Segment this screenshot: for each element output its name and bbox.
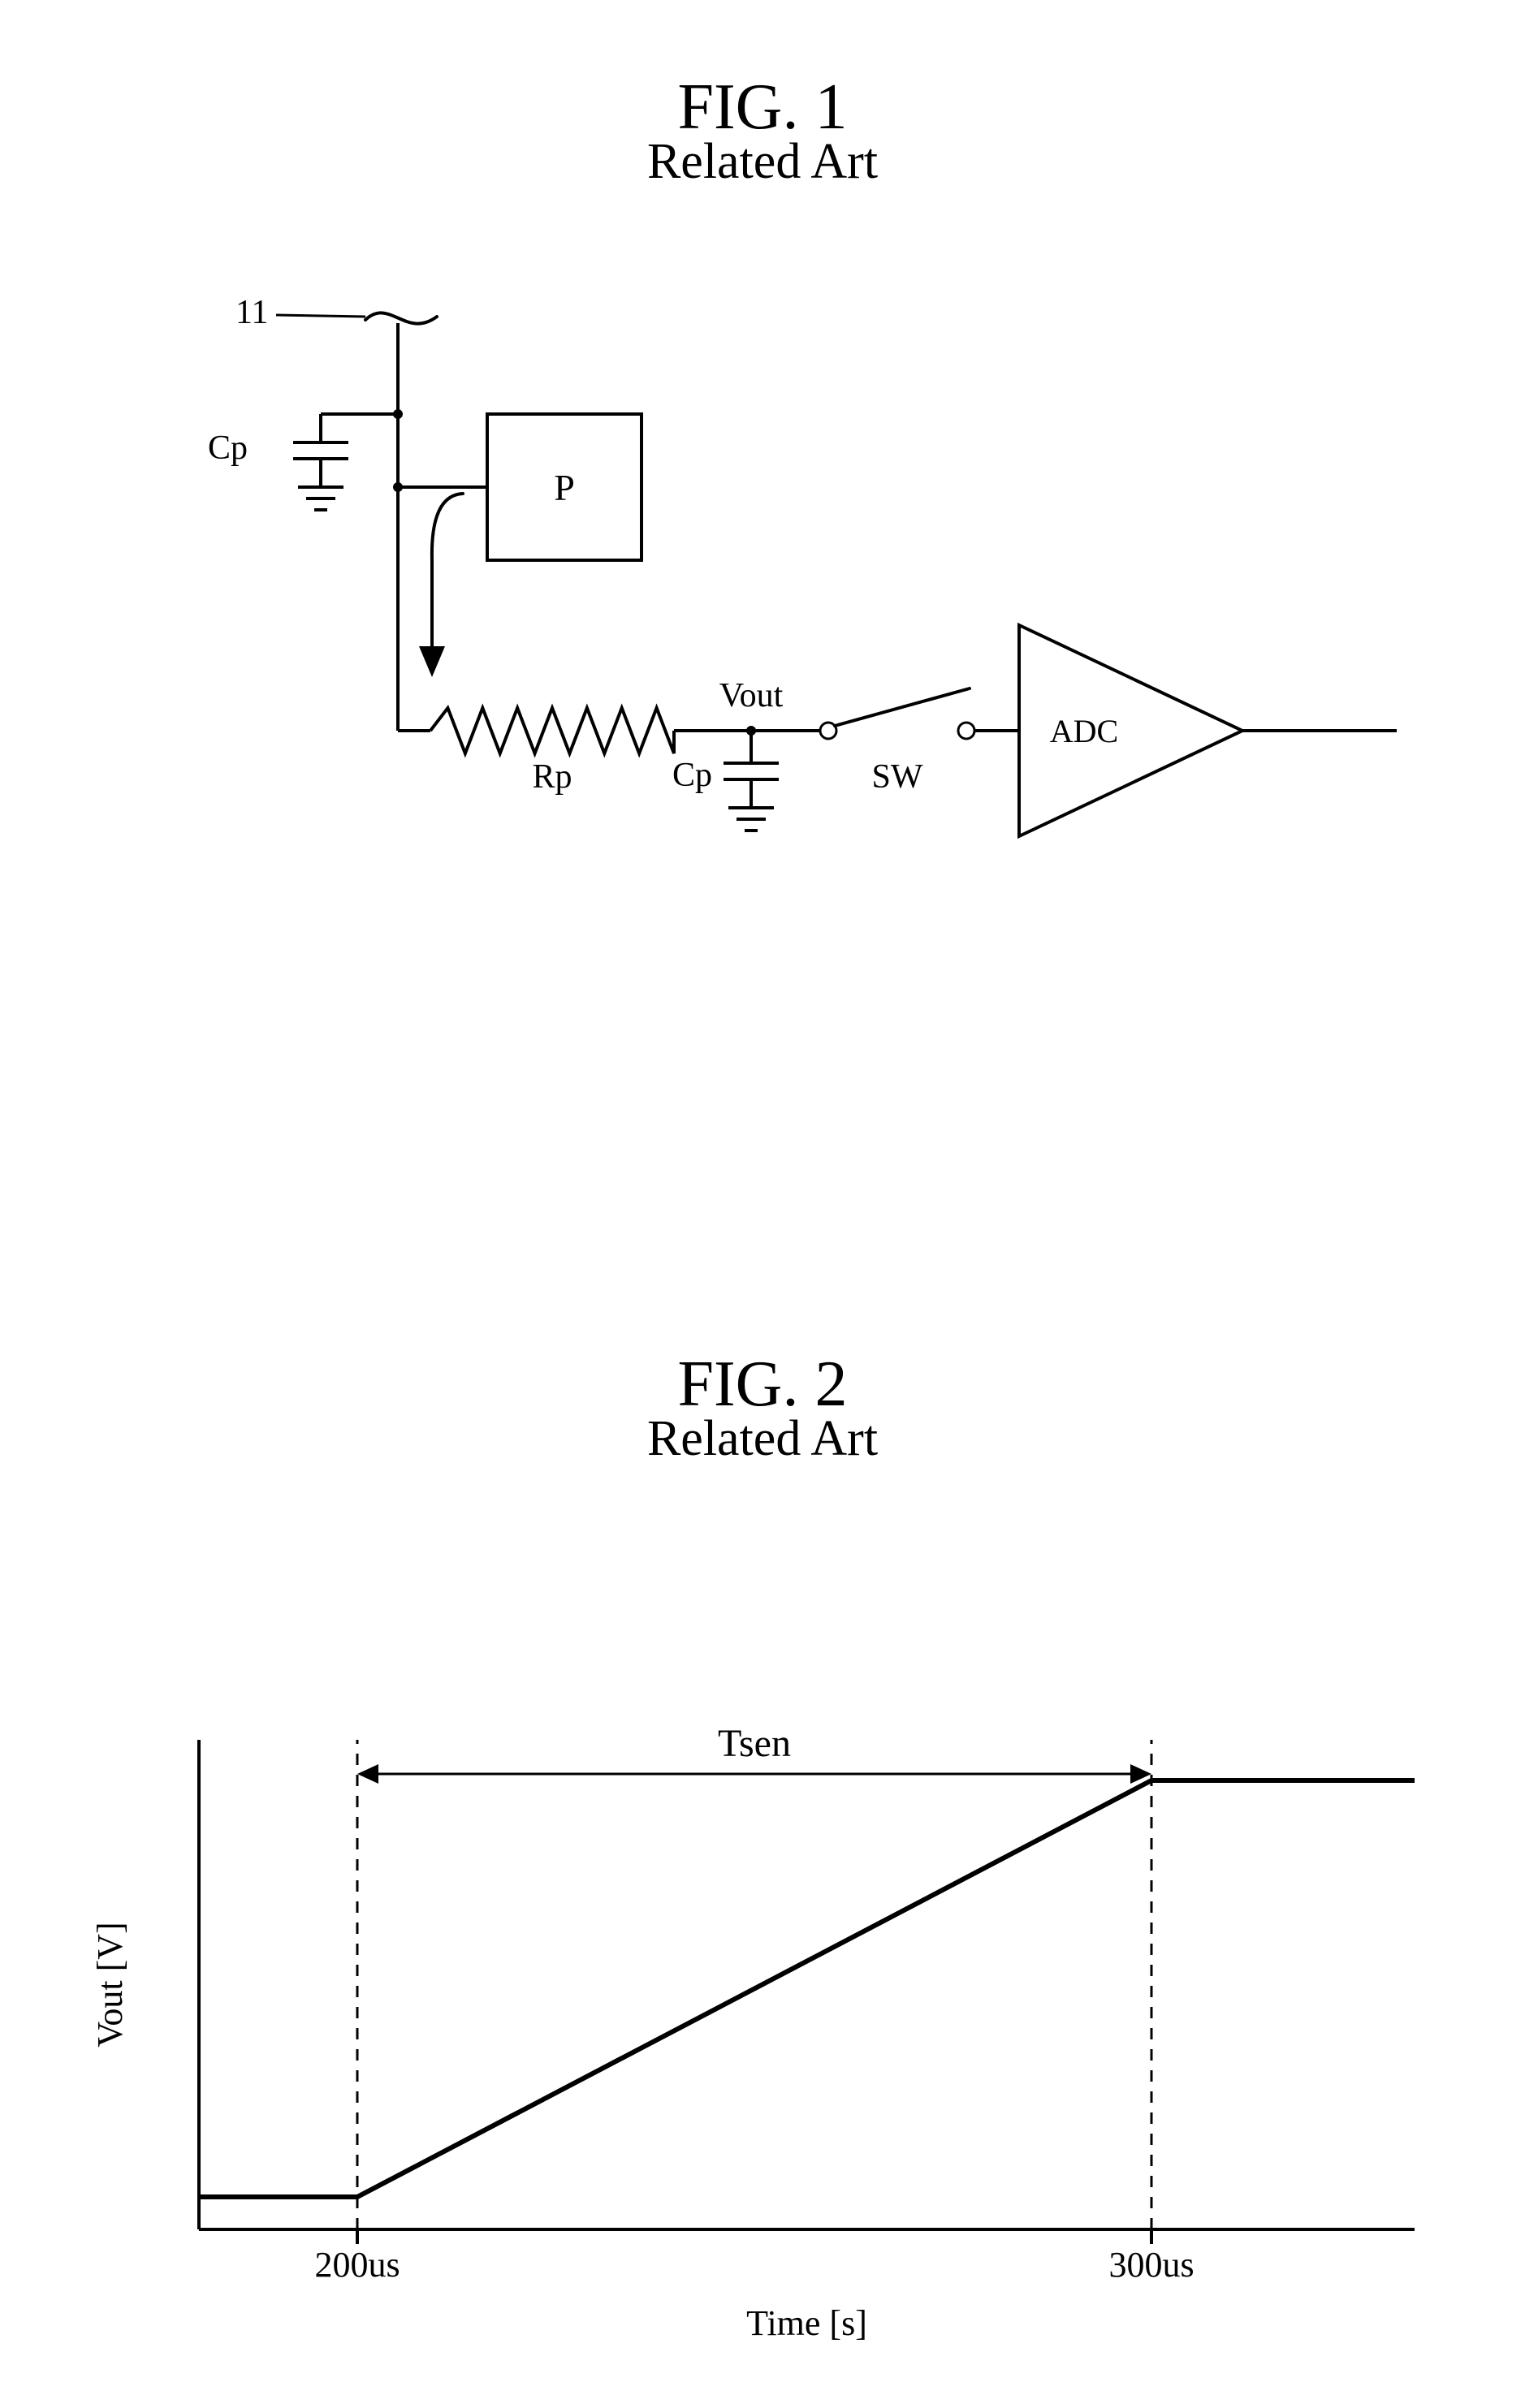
data-line [199, 1780, 1415, 2197]
page-root: FIG. 1 Related Art 11CpPRpVoutCpSWADC FI… [0, 0, 1525, 2408]
fig2-chart: Tsen 200us 300us Time [s] Vout [V] [0, 0, 1525, 2408]
x-axis-label: Time [s] [746, 2303, 867, 2343]
xtick-left: 200us [314, 2245, 400, 2285]
xtick-right: 300us [1108, 2245, 1194, 2285]
y-axis-label: Vout [V] [90, 1922, 130, 2047]
label-tsen: Tsen [718, 1722, 791, 1765]
